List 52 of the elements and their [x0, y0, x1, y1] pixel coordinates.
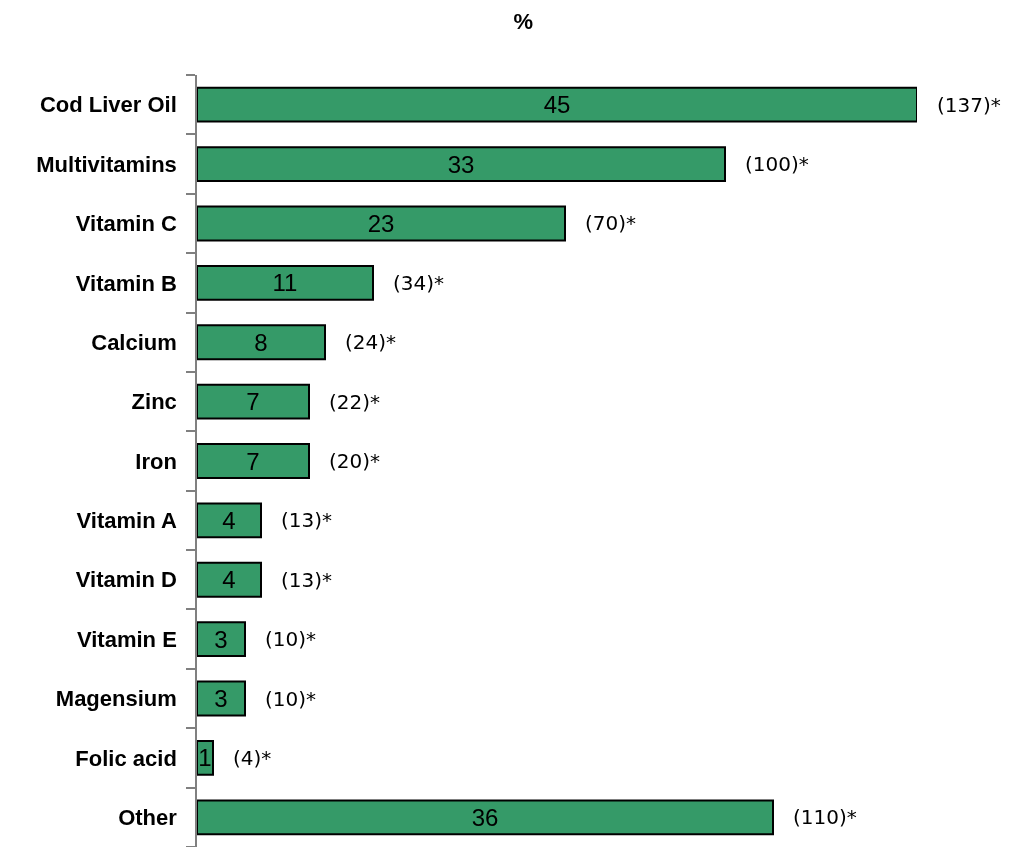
- bar: [197, 324, 326, 361]
- annotation: (13)*: [281, 508, 333, 532]
- y-tick-label: Magensium: [55, 686, 177, 712]
- bar: [197, 146, 726, 182]
- y-tick-label: Other: [118, 805, 178, 831]
- annotation: (24)*: [345, 330, 397, 354]
- data-label: 36: [471, 803, 499, 831]
- data-label: 3: [214, 685, 228, 713]
- chart-title: %: [513, 8, 534, 34]
- bar: [197, 799, 774, 836]
- y-tick-label: Iron: [135, 448, 177, 474]
- data-label: 3: [214, 625, 228, 653]
- annotation: (70)*: [585, 211, 637, 235]
- y-tick-label: Vitamin A: [76, 508, 177, 534]
- data-label: 4: [222, 506, 236, 534]
- annotation: (10)*: [265, 627, 317, 651]
- y-tick-label: Multivitamins: [36, 151, 177, 177]
- bar: [197, 86, 917, 123]
- data-label: 7: [246, 447, 260, 475]
- y-tick-label: Folic acid: [75, 745, 177, 771]
- bar: [197, 680, 246, 717]
- annotation: (4)*: [233, 746, 272, 770]
- annotation: (20)*: [329, 449, 381, 473]
- bar: [197, 383, 310, 420]
- bar: [197, 443, 310, 479]
- y-tick-label: Vitamin C: [75, 211, 177, 237]
- data-label: 1: [198, 744, 212, 772]
- y-tick-label: Cod Liver Oil: [39, 92, 177, 118]
- annotation: (110)*: [793, 805, 857, 829]
- data-label: 4: [222, 566, 236, 594]
- annotation: (10)*: [265, 687, 317, 711]
- data-label: 7: [246, 388, 260, 416]
- y-tick-label: Calcium: [91, 329, 177, 355]
- data-label: 8: [254, 328, 268, 356]
- y-tick-label: Zinc: [131, 389, 177, 415]
- annotation: (13)*: [281, 568, 333, 592]
- bar: [197, 621, 246, 658]
- annotation: (100)*: [745, 152, 809, 176]
- y-tick-label: Vitamin D: [75, 567, 177, 593]
- data-label: 23: [367, 209, 395, 237]
- y-tick-label: Vitamin B: [75, 270, 177, 296]
- bar: [197, 502, 262, 539]
- bar: [197, 205, 566, 242]
- y-tick-label: Vitamin E: [76, 626, 177, 652]
- bar: [197, 561, 262, 598]
- annotation: (22)*: [329, 390, 381, 414]
- bar: [197, 264, 374, 301]
- annotation: (34)*: [393, 271, 445, 295]
- data-label: 11: [272, 269, 298, 297]
- data-label: 33: [447, 150, 475, 178]
- annotation: (137)*: [937, 93, 1001, 117]
- data-label: 45: [543, 91, 571, 119]
